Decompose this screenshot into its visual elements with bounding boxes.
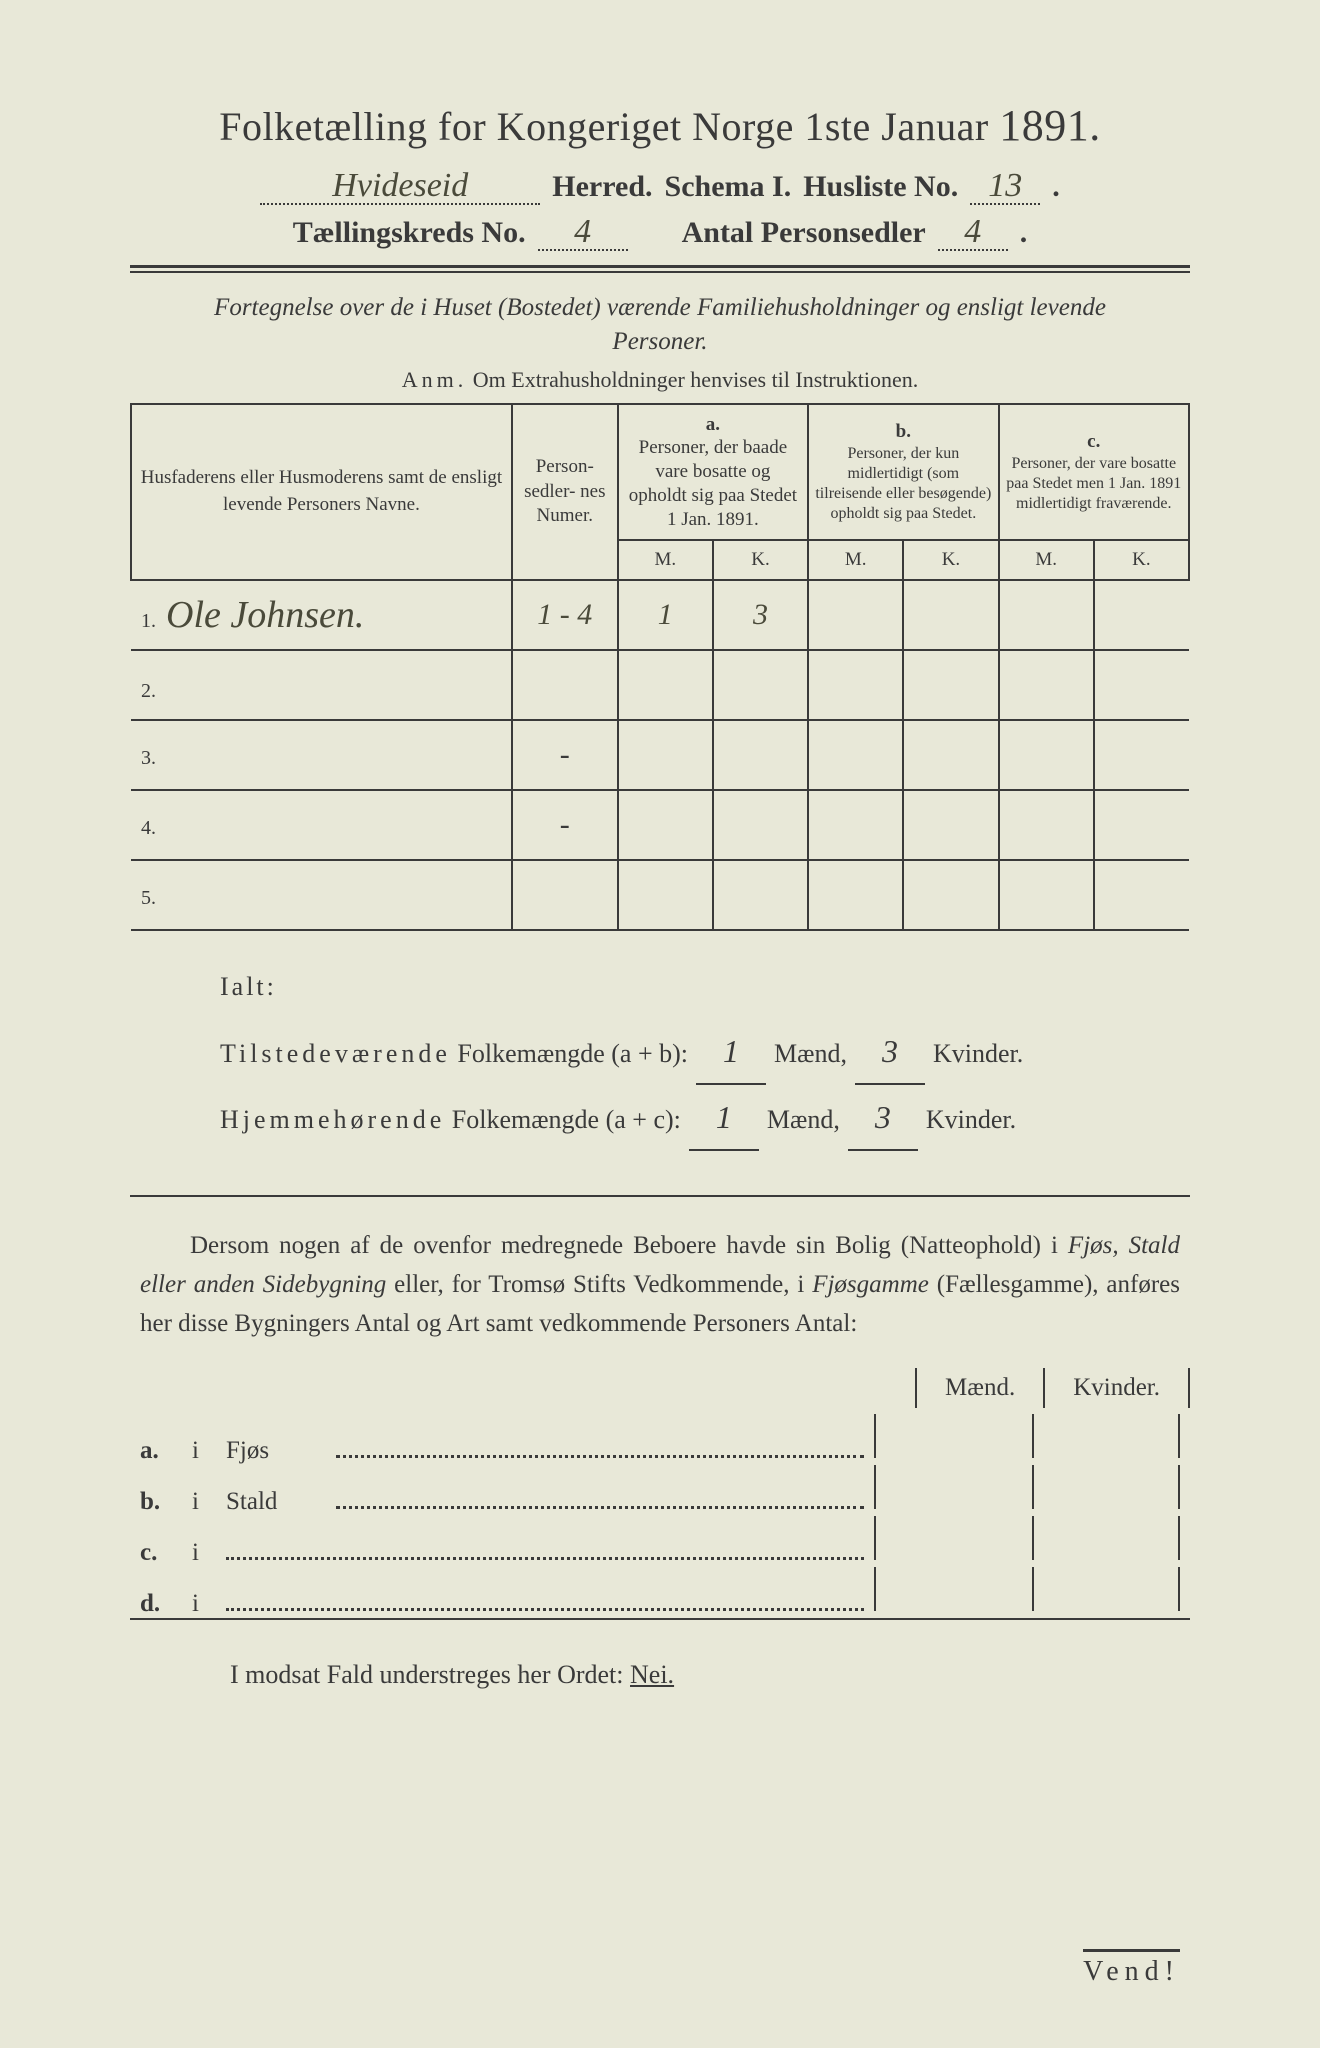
col-b-header: b. Personer, der kun midlertidigt (som t… (808, 404, 998, 541)
b-k: K. (903, 540, 998, 580)
census-form-page: Folketælling for Kongeriget Norge 1ste J… (0, 0, 1320, 2048)
col-a-header: a. Personer, der baade vare bosatte og o… (618, 404, 808, 541)
table-row: 2. (131, 650, 1189, 720)
list-item: c. i (140, 1516, 1180, 1567)
antal-value: 4 (938, 215, 1008, 251)
mk-header: Mænd. Kvinder. (130, 1368, 1190, 1408)
herred-line: Hvideseid Herred. Schema I. Husliste No.… (130, 169, 1190, 205)
final-line: I modsat Fald understreges her Ordet: Ne… (230, 1660, 1190, 1690)
col-num-header: Person- sedler- nes Numer. (512, 404, 618, 581)
mid-rule (130, 1195, 1190, 1197)
vend-label: Vend! (1083, 1949, 1180, 1988)
b-m: M. (808, 540, 903, 580)
main-title: Folketælling for Kongeriget Norge 1ste J… (130, 100, 1190, 151)
ialt-row-2: Hjemmehørende Folkemængde (a + c): 1 Mæn… (220, 1085, 1160, 1151)
anm-line: Anm. Om Extrahusholdninger henvises til … (130, 367, 1190, 393)
subtitle: Fortegnelse over de i Huset (Bostedet) v… (190, 291, 1130, 359)
list-item: d. i (140, 1567, 1180, 1618)
table-row: 5. (131, 860, 1189, 930)
main-table: Husfaderens eller Husmoderens samt de en… (130, 403, 1190, 932)
c-k: K. (1094, 540, 1189, 580)
c-m: M. (999, 540, 1094, 580)
kreds-line: Tællingskreds No. 4 Antal Personsedler 4… (130, 215, 1190, 251)
header-rule (130, 265, 1190, 273)
col-names-header: Husfaderens eller Husmoderens samt de en… (131, 404, 512, 581)
outbuilding-list: a. i Fjøs b. i Stald c. i d. i (130, 1414, 1190, 1620)
list-item: b. i Stald (140, 1465, 1180, 1516)
table-body: 1.Ole Johnsen. 1 - 4 1 3 2. 3. (131, 580, 1189, 930)
schema-label: Schema I. (665, 170, 792, 204)
title-year: 1891. (999, 101, 1101, 150)
herred-value: Hvideseid (260, 169, 540, 205)
antal-label: Antal Personsedler (682, 216, 926, 250)
title-prefix: Folketælling for Kongeriget Norge 1ste J… (219, 104, 988, 149)
table-row: 3. - (131, 720, 1189, 790)
anm-text: Om Extrahusholdninger henvises til Instr… (473, 367, 918, 392)
husliste-dot: . (1052, 170, 1060, 204)
herred-label: Herred. (552, 170, 652, 204)
ialt-block: Ialt: Tilstedeværende Folkemængde (a + b… (220, 961, 1160, 1151)
a-m: M. (618, 540, 713, 580)
husliste-label: Husliste No. (803, 170, 958, 204)
a-k: K. (713, 540, 808, 580)
ialt-label: Ialt: (220, 961, 1160, 1013)
kreds-value: 4 (538, 215, 628, 251)
ialt-row-1: Tilstedeværende Folkemængde (a + b): 1 M… (220, 1019, 1160, 1085)
kreds-label: Tællingskreds No. (293, 216, 526, 250)
col-c-header: c. Personer, der vare bosatte paa Stedet… (999, 404, 1189, 541)
anm-label: Anm. (402, 367, 468, 392)
outbuilding-paragraph: Dersom nogen af de ovenfor medregnede Be… (140, 1227, 1180, 1343)
maend-header: Mænd. (915, 1368, 1043, 1408)
list-item: a. i Fjøs (140, 1414, 1180, 1465)
table-row: 4. - (131, 790, 1189, 860)
table-row: 1.Ole Johnsen. 1 - 4 1 3 (131, 580, 1189, 650)
husliste-value: 13 (970, 169, 1040, 205)
kvinder-header: Kvinder. (1043, 1368, 1190, 1408)
